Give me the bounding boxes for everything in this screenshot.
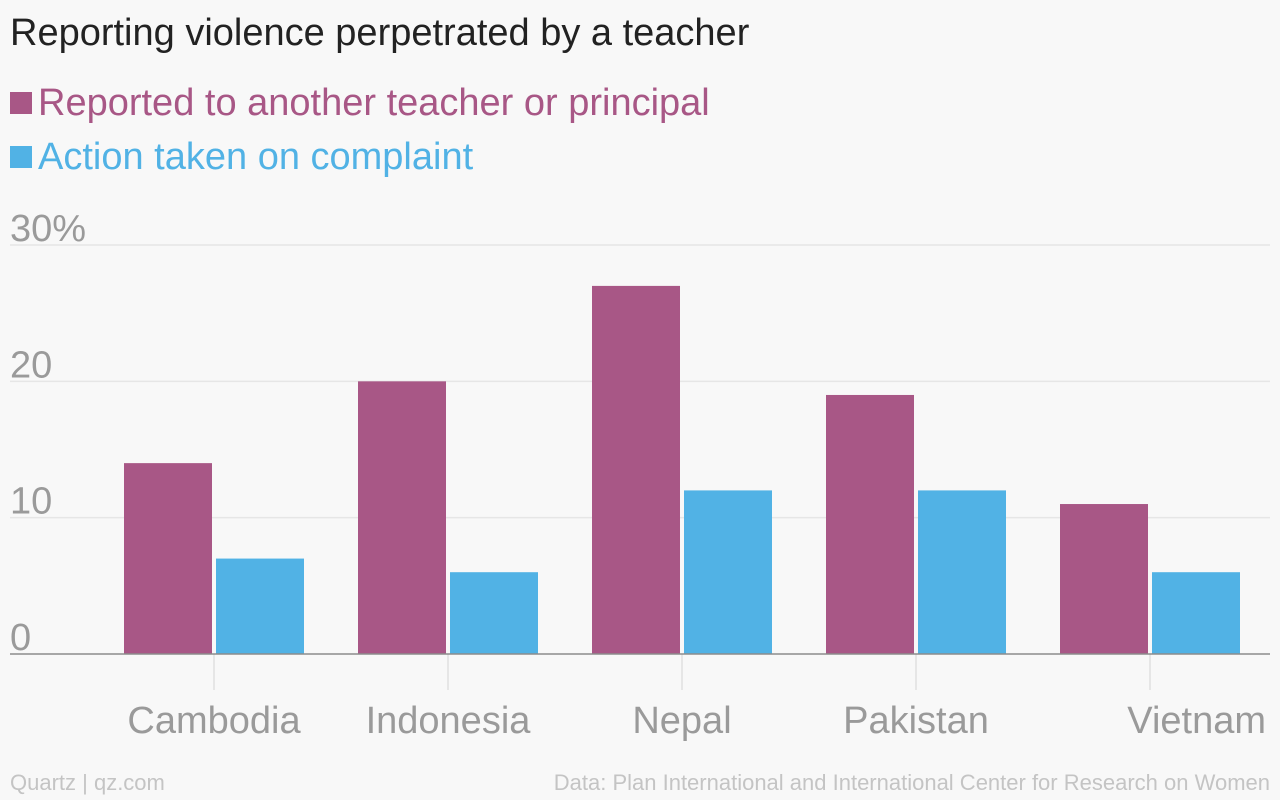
x-tick-label: Nepal: [632, 700, 731, 742]
bar-reported: [358, 381, 446, 654]
bar-action: [684, 490, 772, 654]
bar-reported: [592, 285, 680, 654]
bar-action: [918, 490, 1006, 654]
y-tick-label: 10: [10, 481, 52, 523]
bar-action: [450, 572, 538, 654]
bar-action: [216, 558, 304, 654]
legend: Reported to another teacher or principal…: [10, 76, 710, 184]
y-tick-label: 20: [10, 344, 52, 386]
bar-reported: [826, 394, 914, 654]
legend-swatch-reported: [10, 92, 32, 114]
bar-reported: [1060, 504, 1148, 654]
x-tick-label: Pakistan: [843, 700, 989, 742]
legend-item-reported: Reported to another teacher or principal: [10, 76, 710, 130]
chart-title: Reporting violence perpetrated by a teac…: [10, 12, 750, 54]
y-tick-label: 0: [10, 617, 31, 659]
footer-source-right: Data: Plan International and Internation…: [553, 770, 1270, 795]
x-tick-label: Cambodia: [127, 700, 301, 742]
x-tick-label: Indonesia: [366, 700, 532, 742]
legend-item-action: Action taken on complaint: [10, 130, 710, 184]
bar-reported: [124, 463, 212, 654]
y-tick-label: 30%: [10, 208, 86, 250]
x-tick-label: Vietnam: [1127, 700, 1266, 742]
legend-swatch-action: [10, 146, 32, 168]
bar-action: [1152, 572, 1240, 654]
footer-source-left: Quartz | qz.com: [10, 770, 165, 795]
legend-label-reported: Reported to another teacher or principal: [38, 81, 710, 124]
legend-label-action: Action taken on complaint: [38, 135, 474, 178]
